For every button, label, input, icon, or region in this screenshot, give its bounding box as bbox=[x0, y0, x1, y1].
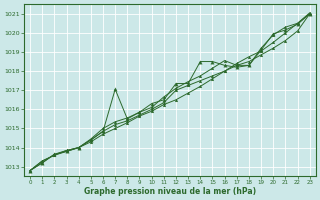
X-axis label: Graphe pression niveau de la mer (hPa): Graphe pression niveau de la mer (hPa) bbox=[84, 187, 256, 196]
